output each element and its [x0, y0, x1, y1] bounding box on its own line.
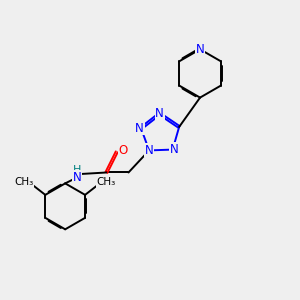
Text: N: N: [73, 171, 81, 184]
Text: N: N: [170, 143, 178, 156]
Text: N: N: [196, 43, 204, 56]
Text: N: N: [155, 107, 164, 120]
Text: N: N: [145, 144, 154, 157]
Text: O: O: [118, 144, 128, 157]
Text: CH₃: CH₃: [97, 177, 116, 187]
Text: N: N: [135, 122, 144, 135]
Text: CH₃: CH₃: [14, 177, 34, 187]
Text: H: H: [73, 165, 81, 176]
